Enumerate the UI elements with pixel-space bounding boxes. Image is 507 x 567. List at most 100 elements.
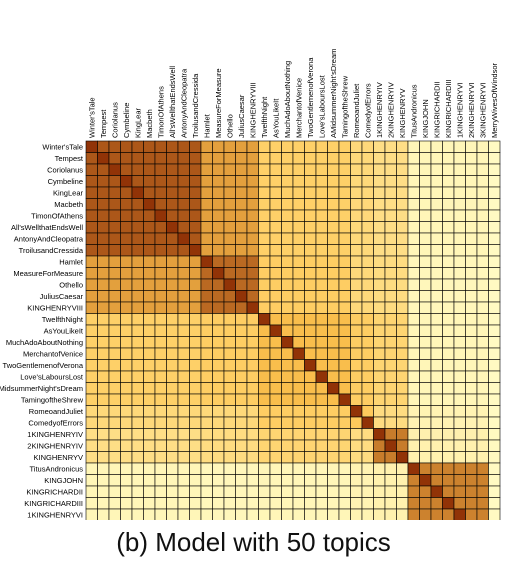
heatmap-cell: [442, 140, 455, 153]
heatmap-cell: [235, 416, 248, 429]
heatmap-cell: [223, 428, 236, 441]
heatmap-cell: [476, 462, 489, 475]
heatmap-cell: [304, 186, 317, 199]
heatmap-cell: [143, 290, 156, 303]
heatmap-cell: [258, 347, 271, 360]
row-label: MuchAdoAboutNothing: [6, 338, 83, 347]
heatmap-cell: [154, 485, 167, 498]
heatmap-cell: [269, 474, 282, 487]
heatmap-cell: [97, 186, 110, 199]
heatmap-cell: [235, 428, 248, 441]
heatmap-cell: [154, 359, 167, 372]
heatmap-cell: [327, 152, 340, 165]
heatmap-cell: [396, 152, 409, 165]
heatmap-cell: [120, 140, 133, 153]
heatmap-cell: [327, 393, 340, 406]
heatmap-cell: [430, 163, 443, 176]
heatmap-cell: [338, 163, 351, 176]
heatmap-cell: [223, 267, 236, 280]
heatmap-cell: [166, 267, 179, 280]
heatmap-cell: [453, 255, 466, 268]
heatmap-cell: [281, 485, 294, 498]
heatmap-cell: [396, 508, 409, 520]
heatmap-cell: [430, 347, 443, 360]
heatmap-cell: [108, 336, 121, 349]
heatmap-cell: [154, 347, 167, 360]
heatmap-cell: [235, 163, 248, 176]
heatmap-cell: [246, 497, 259, 510]
heatmap-cell: [315, 278, 328, 291]
heatmap-cell: [269, 140, 282, 153]
heatmap-cell: [85, 221, 98, 234]
heatmap-cell: [246, 416, 259, 429]
heatmap-cell: [465, 508, 478, 520]
heatmap-cell: [131, 140, 144, 153]
heatmap-cell: [304, 497, 317, 510]
heatmap-cell: [327, 416, 340, 429]
heatmap-cell: [223, 359, 236, 372]
heatmap-cell: [407, 175, 420, 188]
heatmap-cell: [223, 451, 236, 464]
heatmap-cell: [131, 313, 144, 326]
row-label: KINGJOHN: [44, 476, 83, 485]
heatmap-cell: [166, 451, 179, 464]
heatmap-cell: [338, 209, 351, 222]
heatmap-cell: [361, 209, 374, 222]
heatmap-cell: [350, 405, 363, 418]
heatmap-cell: [97, 485, 110, 498]
heatmap-cell: [476, 405, 489, 418]
row-label: MerchantofVenice: [23, 349, 83, 358]
heatmap-cell: [131, 451, 144, 464]
heatmap-cell: [304, 163, 317, 176]
heatmap-cell: [373, 451, 386, 464]
heatmap-cell: [85, 508, 98, 520]
heatmap-cell: [120, 244, 133, 257]
heatmap-cell: [108, 255, 121, 268]
heatmap-cell: [246, 451, 259, 464]
heatmap-cell: [212, 359, 225, 372]
heatmap-cell: [97, 301, 110, 314]
heatmap-cell: [212, 301, 225, 314]
heatmap-cell: [488, 163, 501, 176]
heatmap-cell: [465, 313, 478, 326]
heatmap-cell: [384, 474, 397, 487]
heatmap-cell: [465, 301, 478, 314]
heatmap-cell: [269, 198, 282, 211]
heatmap-cell: [120, 474, 133, 487]
heatmap-cell: [361, 290, 374, 303]
heatmap-cell: [281, 267, 294, 280]
heatmap-cell: [200, 186, 213, 199]
heatmap-cell: [361, 462, 374, 475]
heatmap-cell: [304, 152, 317, 165]
column-label: Love'sLaboursLost: [317, 74, 326, 138]
column-label: KINGHENRYV: [398, 89, 407, 138]
heatmap-cell: [327, 163, 340, 176]
heatmap-cell: [143, 428, 156, 441]
heatmap-cell: [108, 497, 121, 510]
heatmap-cell: [143, 278, 156, 291]
heatmap-cell: [108, 451, 121, 464]
heatmap-cell: [327, 244, 340, 257]
heatmap-cell: [453, 359, 466, 372]
heatmap-cell: [120, 232, 133, 245]
heatmap-cell: [315, 221, 328, 234]
heatmap-cell: [120, 508, 133, 520]
heatmap-cell: [292, 462, 305, 475]
heatmap-cell: [177, 301, 190, 314]
heatmap-cell: [177, 186, 190, 199]
row-label: ComedyofErrors: [28, 418, 83, 427]
heatmap-cell: [476, 209, 489, 222]
heatmap-cell: [131, 255, 144, 268]
heatmap-cell: [166, 508, 179, 520]
heatmap-cell: [304, 474, 317, 487]
column-label: AMidsummerNight'sDream: [329, 49, 338, 138]
heatmap-cell: [269, 382, 282, 395]
heatmap-cell: [396, 359, 409, 372]
heatmap-cell: [200, 244, 213, 257]
heatmap-cell: [292, 290, 305, 303]
heatmap-cell: [442, 347, 455, 360]
heatmap-cell: [338, 451, 351, 464]
heatmap-cell: [120, 393, 133, 406]
heatmap-cell: [430, 186, 443, 199]
heatmap-cell: [315, 428, 328, 441]
